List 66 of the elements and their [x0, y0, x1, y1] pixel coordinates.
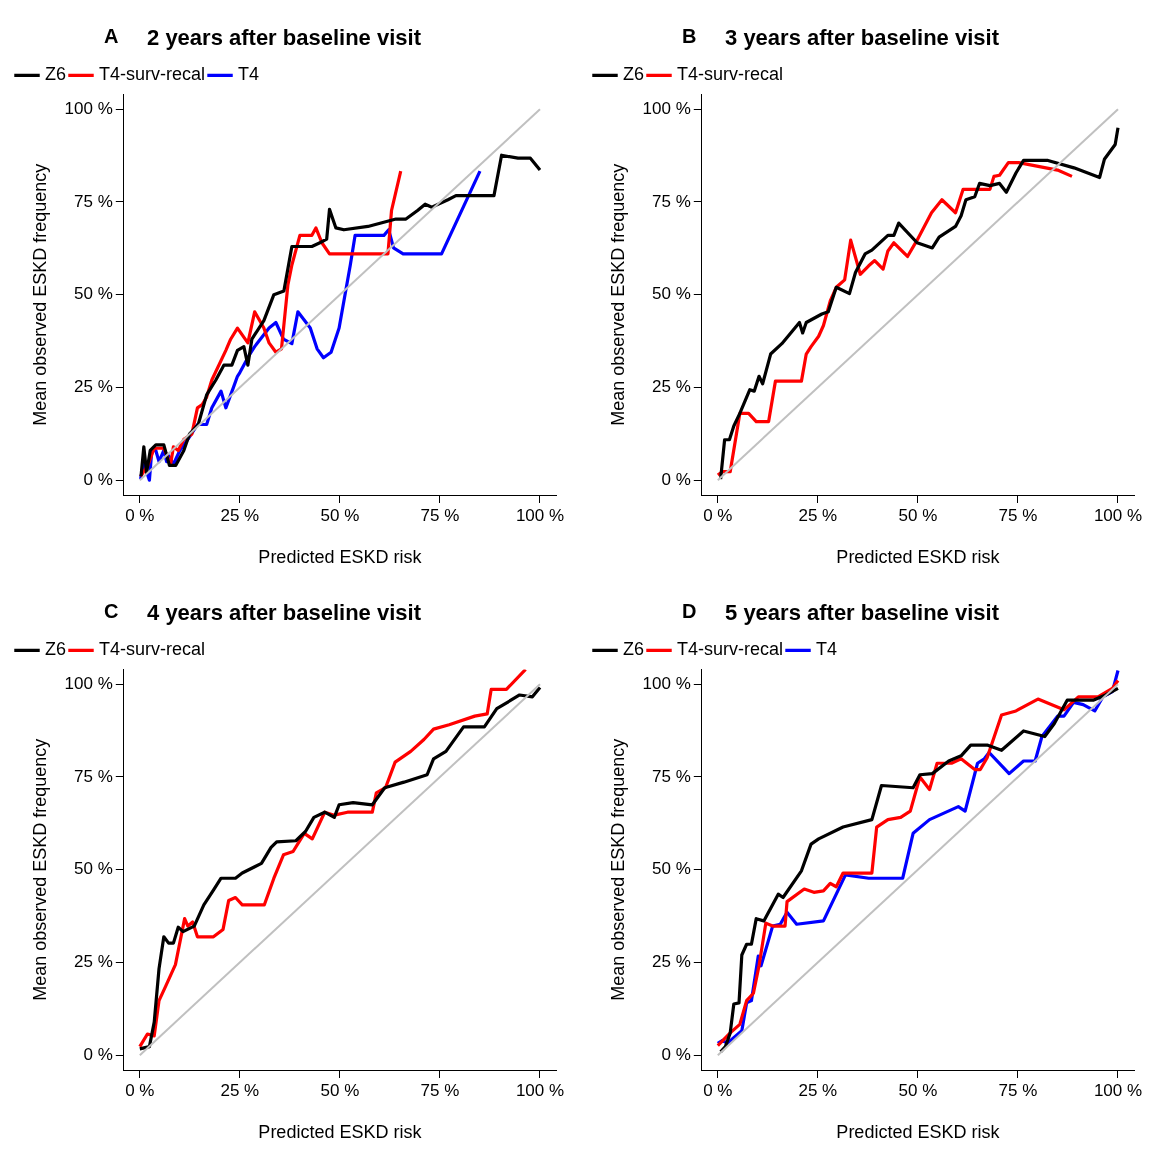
text: C	[104, 599, 119, 622]
y-tick-label: 50 %	[74, 284, 113, 304]
text: B	[682, 24, 697, 47]
legend-label: Z6	[45, 639, 67, 660]
x-axis-title: Predicted ESKD risk	[836, 547, 1001, 568]
chart-title: 3 years after baseline visit	[725, 25, 1000, 51]
y-tick-label: 100 %	[64, 673, 113, 693]
y-tick-label: 75 %	[74, 191, 113, 211]
y-tick-label: 0 %	[83, 1044, 113, 1064]
y-axis-title: Mean observed ESKD frequency	[29, 738, 50, 1001]
text: A	[104, 24, 119, 47]
x-tick-label: 100 %	[515, 505, 565, 525]
x-tick-label: 25 %	[220, 1080, 260, 1100]
y-tick-label: 25 %	[652, 377, 691, 397]
y-tick-label: 100 %	[642, 98, 691, 118]
legend-label: T4-surv-recal	[677, 639, 784, 660]
x-tick-label: 50 %	[898, 1080, 938, 1100]
y-tick-label: 0 %	[83, 469, 113, 489]
legend-label: Z6	[45, 64, 67, 85]
y-tick-label: 75 %	[652, 766, 691, 786]
x-tick-label: 75 %	[998, 1080, 1038, 1100]
y-axis-title: Mean observed ESKD frequency	[607, 738, 628, 1001]
legend-label: T4	[238, 64, 260, 85]
x-axis-title: Predicted ESKD risk	[258, 547, 423, 568]
chart-title: 4 years after baseline visit	[147, 600, 422, 626]
y-tick-label: 50 %	[652, 284, 691, 304]
chart-title: 5 years after baseline visit	[725, 600, 1000, 626]
y-tick-label: 25 %	[74, 952, 113, 972]
x-tick-label: 0 %	[703, 1080, 733, 1100]
y-tick-label: 50 %	[652, 859, 691, 879]
y-axis-title: Mean observed ESKD frequency	[607, 163, 628, 426]
x-tick-label: 75 %	[420, 505, 460, 525]
y-axis-title: Mean observed ESKD frequency	[29, 163, 50, 426]
x-tick-label: 0 %	[125, 505, 155, 525]
legend-label: Z6	[623, 639, 645, 660]
y-tick-label: 0 %	[661, 1044, 691, 1064]
y-tick-label: 50 %	[74, 859, 113, 879]
x-tick-label: 100 %	[1093, 505, 1143, 525]
x-tick-label: 50 %	[320, 505, 360, 525]
legend-label: T4-surv-recal	[99, 639, 206, 660]
x-tick-label: 100 %	[1093, 1080, 1143, 1100]
y-tick-label: 75 %	[652, 191, 691, 211]
legend-label: T4-surv-recal	[99, 64, 206, 85]
legend-label: T4	[816, 639, 838, 660]
x-tick-label: 25 %	[798, 505, 838, 525]
x-tick-label: 75 %	[998, 505, 1038, 525]
x-tick-label: 0 %	[125, 1080, 155, 1100]
y-tick-label: 25 %	[74, 377, 113, 397]
x-tick-label: 50 %	[320, 1080, 360, 1100]
x-tick-label: 0 %	[703, 505, 733, 525]
legend-label: Z6	[623, 64, 645, 85]
x-axis-title: Predicted ESKD risk	[836, 1122, 1001, 1143]
text: D	[682, 599, 697, 622]
x-axis-title: Predicted ESKD risk	[258, 1122, 423, 1143]
y-tick-label: 75 %	[74, 766, 113, 786]
y-tick-label: 0 %	[661, 469, 691, 489]
x-tick-label: 25 %	[798, 1080, 838, 1100]
y-tick-label: 100 %	[642, 673, 691, 693]
y-tick-label: 25 %	[652, 952, 691, 972]
x-tick-label: 25 %	[220, 505, 260, 525]
x-tick-label: 75 %	[420, 1080, 460, 1100]
legend-label: T4-surv-recal	[677, 64, 784, 85]
x-tick-label: 100 %	[515, 1080, 565, 1100]
chart-title: 2 years after baseline visit	[147, 25, 422, 51]
x-tick-label: 50 %	[898, 505, 938, 525]
y-tick-label: 100 %	[64, 98, 113, 118]
